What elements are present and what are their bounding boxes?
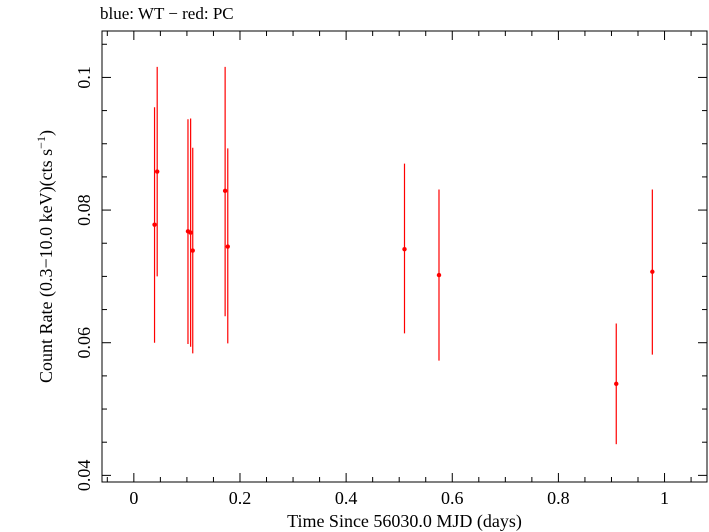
x-tick-label: 0.4 (335, 488, 358, 508)
x-tick-label: 0.6 (441, 488, 464, 508)
data-point (225, 244, 230, 249)
data-point (222, 188, 228, 194)
x-tick-label: 0 (129, 488, 138, 508)
y-axis-label: Count Rate (0.3−10.0 keV)(cts s−1) (34, 130, 57, 383)
data-point (152, 222, 157, 227)
y-tick-label: 0.1 (74, 66, 94, 89)
data-point (154, 169, 160, 174)
data-point (614, 381, 619, 387)
chart-title: blue: WT − red: PC (100, 4, 234, 23)
data-point (436, 272, 442, 278)
plot-frame (101, 30, 708, 483)
x-tick-label: 1 (660, 488, 669, 508)
x-axis-label: Time Since 56030.0 MJD (days) (287, 511, 522, 532)
y-tick-label: 0.04 (74, 460, 94, 492)
x-tick-label: 0.8 (547, 488, 570, 508)
data-point (402, 247, 407, 252)
data-point (650, 269, 655, 274)
y-tick-label: 0.08 (74, 194, 94, 226)
y-tick-label: 0.06 (74, 327, 94, 359)
data-point (188, 230, 193, 235)
data-point (190, 248, 195, 253)
x-tick-label: 0.2 (229, 488, 252, 508)
